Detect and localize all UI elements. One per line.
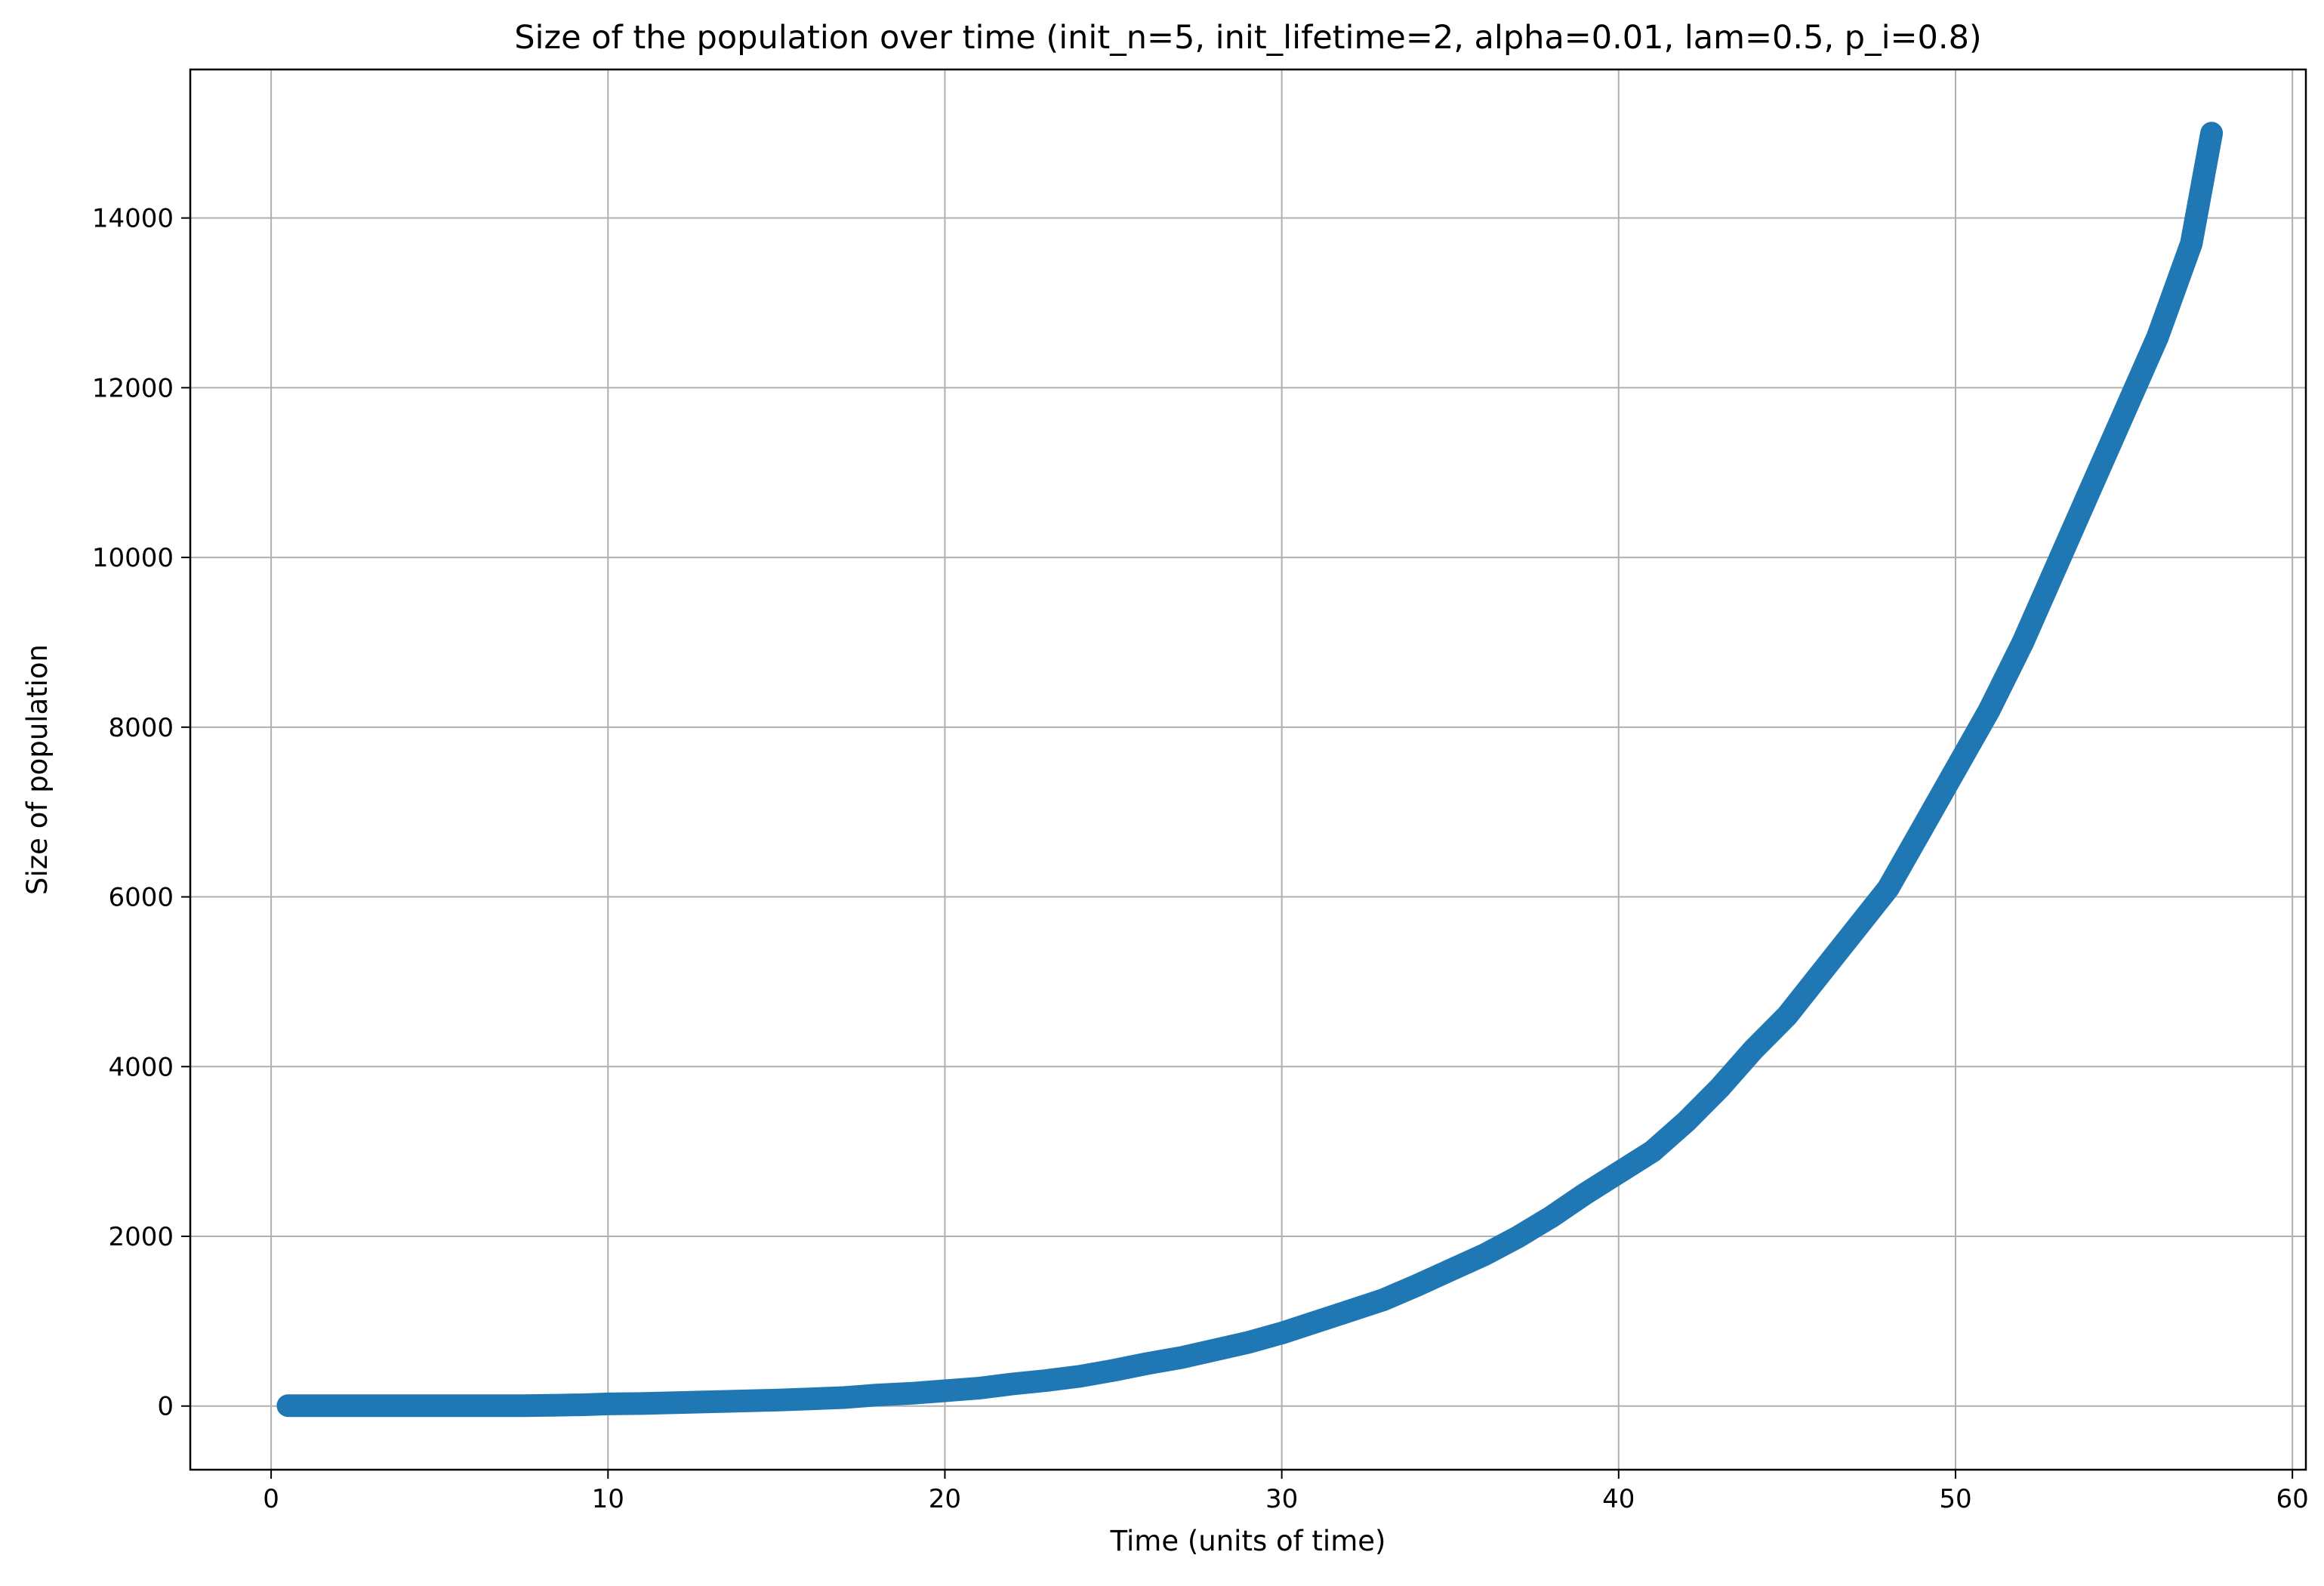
data-point: [1271, 1323, 1292, 1344]
y-axis-label: Size of population: [21, 644, 54, 895]
data-point: [800, 1389, 820, 1409]
data-point: [1474, 1245, 1494, 1265]
data-point: [1912, 819, 1932, 839]
plot-frame: [189, 68, 2307, 1471]
data-point: [1305, 1312, 1326, 1332]
data-point: [1069, 1366, 1090, 1387]
data-point: [278, 1396, 298, 1416]
data-point: [2013, 632, 2033, 653]
ticks: 0 10 20 30 40 50 60 0 2000 4000 6000 8000 10000 12000…: [92, 204, 2309, 1514]
data-point: [1238, 1332, 1258, 1353]
data-point: [1946, 760, 1965, 779]
data-point: [868, 1385, 888, 1405]
data-point: [2202, 123, 2222, 143]
data-point: [1103, 1360, 1123, 1381]
data-point: [480, 1396, 501, 1416]
data-point: [969, 1378, 989, 1399]
data-point: [1541, 1207, 1561, 1227]
data-point: [2181, 233, 2202, 254]
data-point: [935, 1381, 955, 1401]
data-point: [1979, 700, 1999, 720]
x-axis-label: Time (units of time): [1110, 1525, 1386, 1557]
data-point: [1608, 1162, 1629, 1183]
data-point: [1575, 1183, 1595, 1204]
data-point: [598, 1393, 618, 1414]
data-point: [631, 1393, 652, 1414]
data-point: [1339, 1301, 1359, 1321]
data-point: [665, 1393, 686, 1413]
data-point: [1811, 963, 1831, 983]
data-point: [1676, 1112, 1696, 1132]
x-tick-label: 40: [1602, 1484, 1635, 1514]
x-tick-label: 20: [929, 1484, 961, 1514]
data-point: [1204, 1340, 1225, 1360]
data-point: [1743, 1039, 1764, 1060]
data-point: [1373, 1290, 1393, 1310]
data-point: [901, 1383, 921, 1403]
data-point: [2080, 480, 2101, 500]
data-point: [1777, 1005, 1797, 1026]
x-tick-label: 60: [2276, 1484, 2309, 1514]
data-point: [834, 1387, 854, 1408]
y-tick-label: 14000: [92, 204, 174, 234]
y-tick-label: 4000: [108, 1052, 174, 1082]
data-point: [766, 1390, 787, 1410]
y-tick-label: 6000: [108, 883, 174, 913]
data-point: [575, 1395, 594, 1415]
data-point: [1137, 1353, 1157, 1374]
y-tick-label: 0: [157, 1392, 174, 1422]
data-point: [2114, 403, 2134, 424]
data-point: [1440, 1260, 1460, 1280]
data-point: [1507, 1227, 1527, 1248]
data-point: [1036, 1371, 1056, 1390]
plot-background: [190, 69, 2306, 1470]
y-tick-label: 2000: [108, 1222, 174, 1252]
data-point: [732, 1391, 753, 1411]
data-point: [500, 1396, 520, 1416]
data-point: [547, 1395, 568, 1415]
y-tick-label: 12000: [92, 373, 174, 403]
series-layer: [276, 122, 2224, 1418]
y-tick-label: 8000: [108, 713, 174, 743]
data-point: [359, 1396, 379, 1416]
data-point: [1845, 921, 1865, 941]
data-point: [699, 1392, 720, 1412]
data-point: [1002, 1374, 1022, 1394]
chart-title: Size of the population over time (init_n…: [514, 19, 1981, 57]
data-point: [1170, 1347, 1191, 1368]
data-point: [342, 1396, 362, 1416]
x-tick-label: 30: [1265, 1484, 1298, 1514]
x-tick-label: 50: [1939, 1484, 1971, 1514]
x-tick-label: 0: [263, 1484, 279, 1514]
data-point: [1407, 1276, 1427, 1296]
data-point: [1642, 1141, 1663, 1162]
data-point: [2046, 556, 2067, 576]
data-point: [513, 1396, 534, 1416]
data-point: [2147, 326, 2168, 347]
data-point: [1878, 878, 1898, 899]
y-tick-label: 10000: [92, 543, 174, 573]
data-point: [1709, 1078, 1730, 1098]
x-tick-label: 10: [592, 1484, 624, 1514]
data-point: [301, 1396, 322, 1416]
